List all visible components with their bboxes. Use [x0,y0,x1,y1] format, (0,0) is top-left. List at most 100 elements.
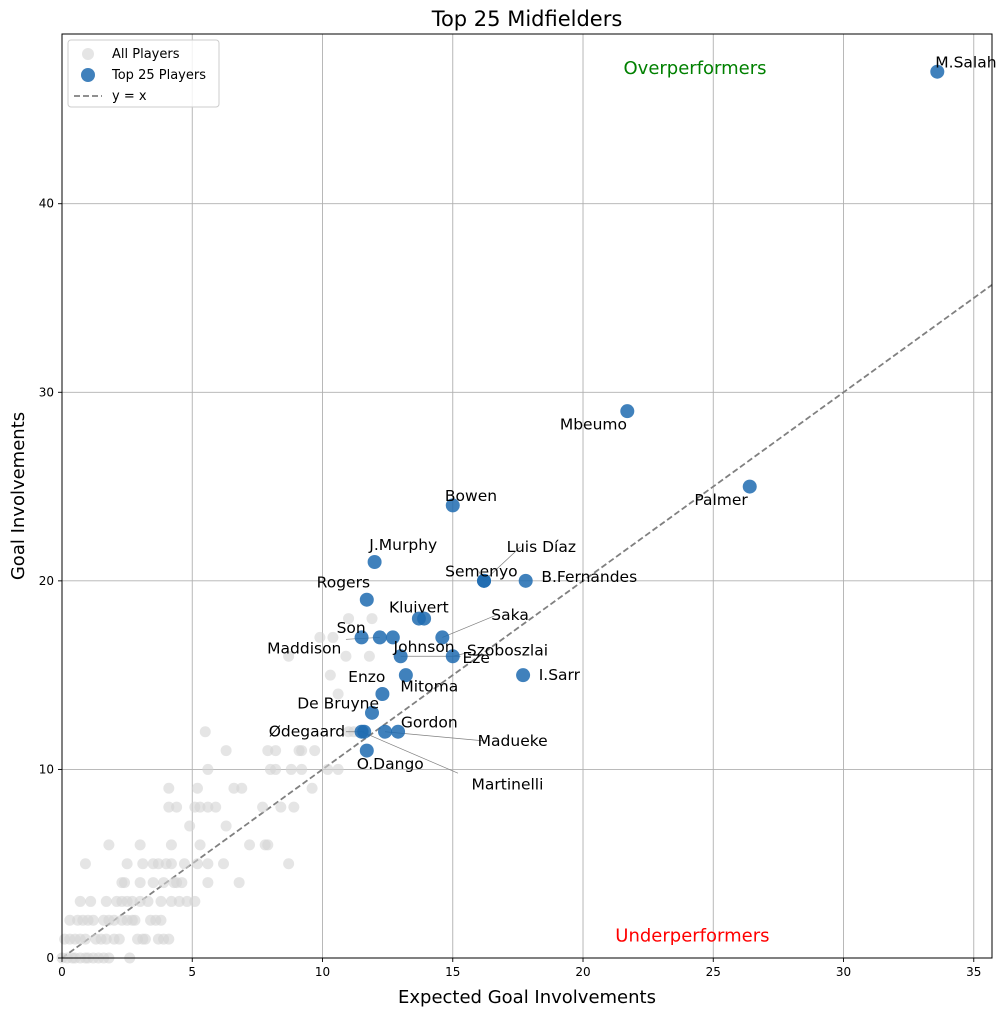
label-leader-line [361,731,459,774]
all-player-point [163,782,175,794]
all-player-point [194,801,206,813]
x-tick-label: 35 [966,965,981,979]
player-label: Semenyo [445,562,518,580]
player-label: Luis Díaz [507,538,576,556]
all-player-point [220,820,232,832]
player-label: M.Salah [935,53,996,71]
all-player-point [134,877,146,889]
all-player-point [191,782,203,794]
top-player-point [372,630,387,645]
top-player-point [445,649,460,664]
all-player-point [194,839,206,851]
all-player-point [176,877,188,889]
legend-marker-all-players [82,48,94,60]
top-player-point [477,573,492,588]
all-player-point [85,895,97,907]
all-player-point [244,839,256,851]
all-player-point [139,933,151,945]
all-player-point [288,801,300,813]
all-player-point [79,933,91,945]
all-player-point [283,858,295,870]
y-tick-label: 10 [39,762,54,776]
all-player-point [64,914,76,926]
top-player-point [445,498,460,513]
all-player-point [165,839,177,851]
plot-border [61,33,993,959]
player-label: Maddison [267,640,341,658]
all-player-point [165,858,177,870]
all-player-point [228,782,240,794]
player-label: B.Fernandes [541,568,637,586]
top-player-point [375,687,390,701]
all-player-point [366,613,378,625]
all-player-point [119,877,131,889]
all-player-point [220,745,232,757]
label-leader-line [442,614,498,638]
y-tick-label: 30 [39,385,54,399]
all-player-point [202,763,214,775]
top-players-points [354,64,945,758]
legend-box [67,39,220,108]
player-label: Palmer [694,491,748,509]
all-player-point [103,839,115,851]
all-player-point [155,895,167,907]
player-label: I.Sarr [539,666,581,684]
player-label: Mbeumo [560,415,627,433]
player-label: O.Dango [357,755,424,773]
all-player-point [134,839,146,851]
all-player-point [134,895,146,907]
top-player-point [398,668,413,683]
player-label: Gordon [401,713,458,731]
all-player-point [218,858,230,870]
y-tick-label: 0 [46,951,54,965]
player-label: Saka [491,606,529,624]
all-player-point [126,895,138,907]
all-player-point [184,820,196,832]
all-player-point [270,763,282,775]
all-player-point [189,895,201,907]
all-player-point [202,858,214,870]
top-player-point [518,573,533,588]
all-player-point [296,763,308,775]
all-player-point [327,631,339,643]
all-player-point [296,745,308,757]
all-player-point [171,801,183,813]
all-player-point [163,801,175,813]
axis-ticks: 0 5 10 15 20 25 30 35 0 10 20 30 40 [39,197,982,979]
all-player-point [210,801,222,813]
player-labels: M.Salah Mbeumo Palmer Bowen J.Murphy Luis Día… [267,53,996,793]
top-player-point [742,479,757,494]
all-player-point [100,933,112,945]
all-player-point [283,650,295,662]
all-player-point [137,858,149,870]
top-player-point [930,64,945,79]
all-player-point [322,763,334,775]
all-player-point [181,895,193,907]
all-player-point [363,650,375,662]
all-player-point [129,914,141,926]
player-label: J.Murphy [368,536,437,554]
x-axis-label: Expected Goal Involvements [398,987,656,1008]
all-player-point [87,914,99,926]
all-player-point [165,895,177,907]
top-player-point [365,705,379,720]
region-annotation: Underperformers [615,925,769,946]
all-player-point [262,745,274,757]
all-player-point [314,631,326,643]
all-player-point [275,801,287,813]
player-label: Madueke [478,732,548,750]
player-label: Son [337,619,366,637]
all-player-point [147,877,159,889]
player-label: De Bruyne [297,694,379,712]
all-player-point [158,877,170,889]
all-player-point [79,858,91,870]
legend: All Players Top 25 Players y = x [67,39,220,108]
x-tick-label: 25 [706,965,721,979]
all-player-point [173,895,185,907]
all-player-point [199,726,211,738]
x-tick-label: 30 [836,965,851,979]
top-player-point [359,743,374,758]
x-tick-label: 5 [188,965,196,979]
all-player-point [262,839,274,851]
all-player-point [270,745,282,757]
